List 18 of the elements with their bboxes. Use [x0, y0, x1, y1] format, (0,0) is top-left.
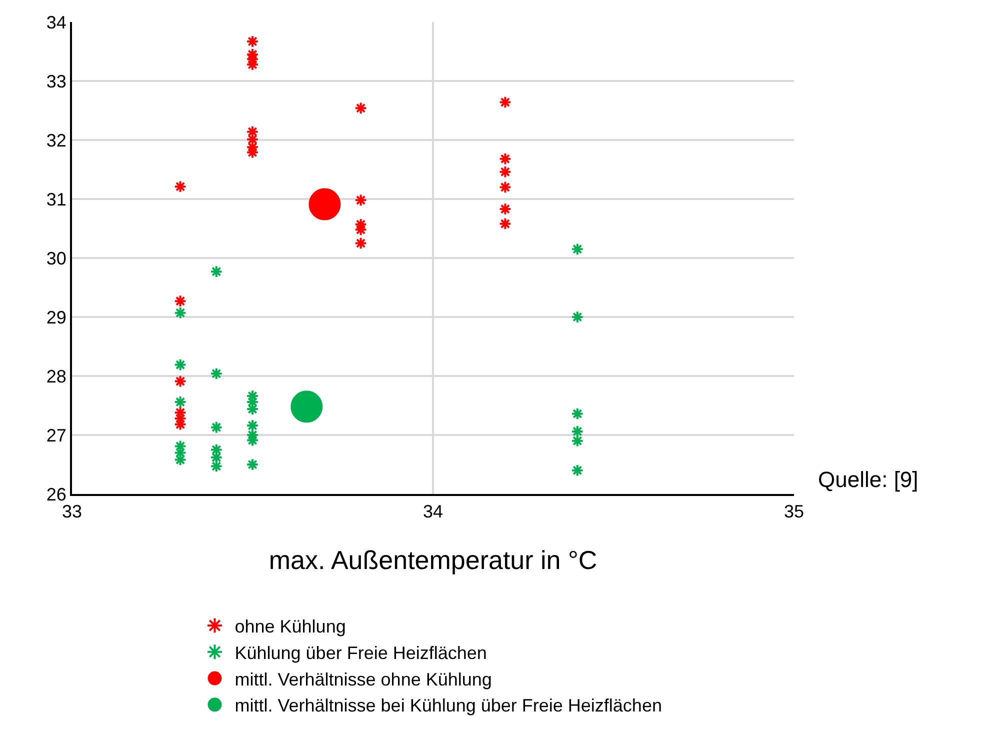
y-tick-label: 28: [46, 366, 66, 386]
y-tick-label: 30: [46, 248, 66, 268]
y-tick-label: 31: [46, 189, 66, 210]
y-tick-label: 27: [46, 425, 66, 446]
legend-label: mittl. Verhältnisse bei Kühlung über Freie Heizflächen: [234, 696, 662, 716]
source-note: Quelle: [9]: [818, 467, 918, 492]
x-tick-label: 33: [62, 502, 82, 522]
legend-label: ohne Kühlung: [234, 616, 346, 636]
y-tick-label: 33: [46, 71, 66, 92]
legend-label: Kühlung über Freie Heizflächen: [234, 642, 487, 663]
x-axis-title: max. Außentemperatur in °C: [268, 544, 598, 575]
y-tick-label: 32: [46, 130, 66, 150]
y-tick-label: 26: [46, 484, 66, 504]
x-tick-label: 34: [422, 502, 444, 522]
legend-label: mittl. Verhältnisse ohne Kühlung: [234, 669, 492, 690]
y-tick-label: 34: [46, 12, 66, 32]
y-tick-label: 29: [46, 307, 66, 328]
x-tick-label: 35: [784, 502, 804, 522]
